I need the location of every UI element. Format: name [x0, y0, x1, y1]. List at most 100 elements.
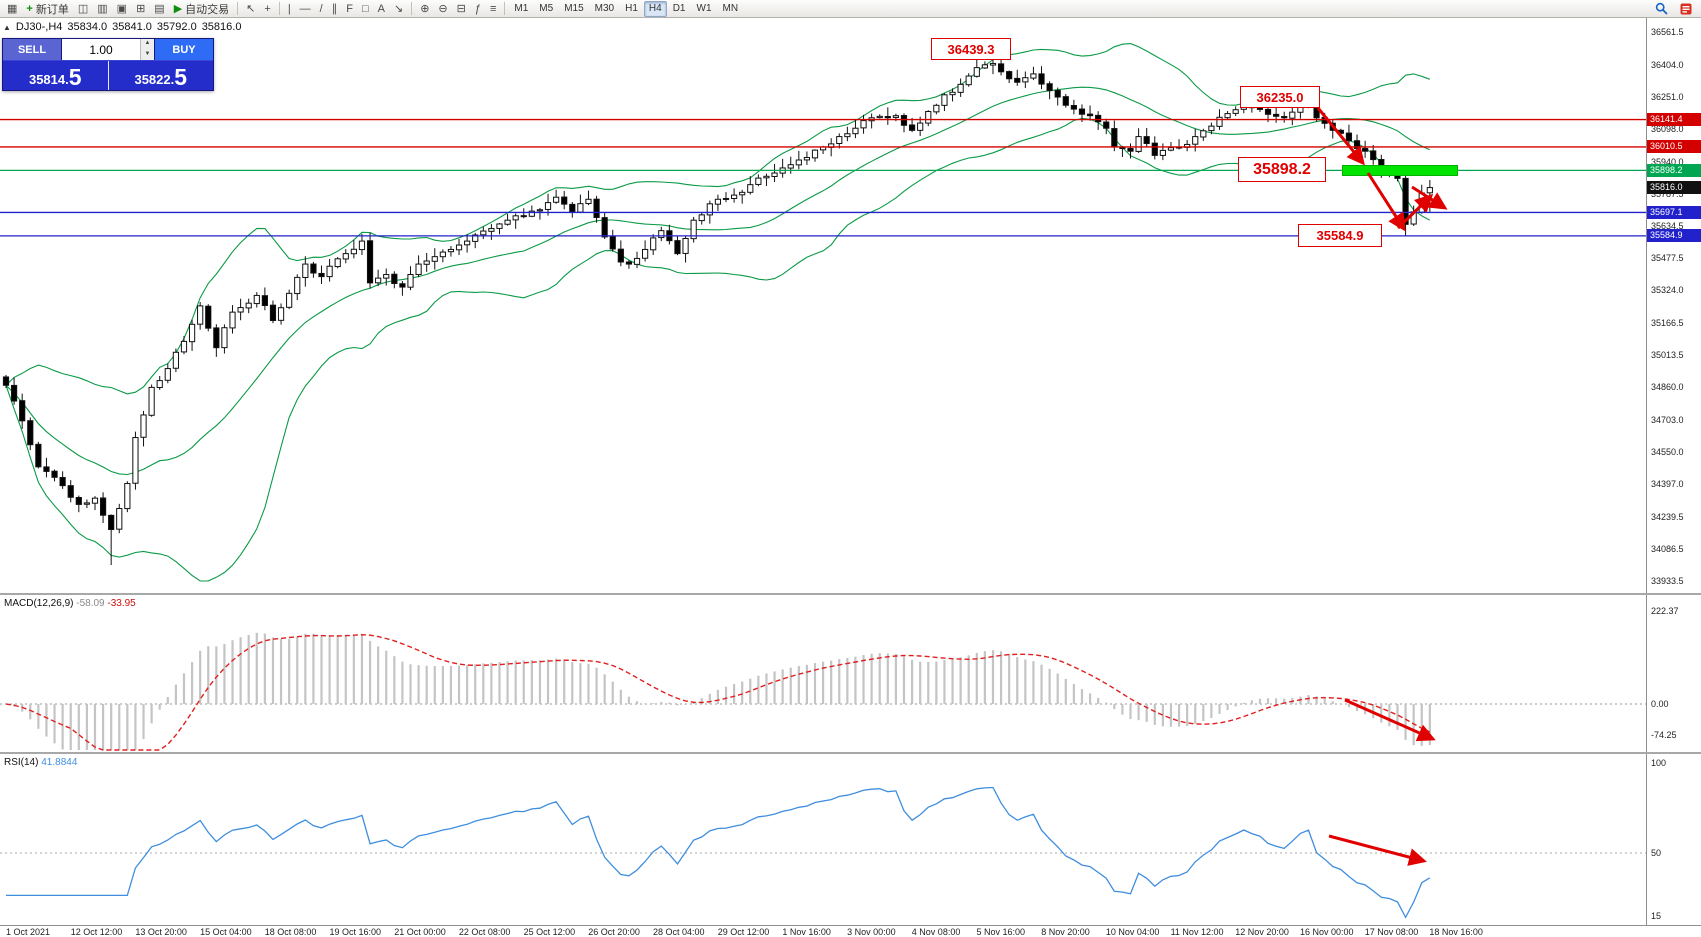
rsi-scale-label: 50: [1651, 848, 1662, 858]
data-window-icon[interactable]: ▣: [113, 1, 131, 17]
channel-icon[interactable]: ∥: [328, 1, 342, 17]
crosshair-icon[interactable]: +: [260, 1, 274, 17]
volume-input[interactable]: [62, 39, 140, 60]
market-watch-icon: ▥: [97, 2, 108, 15]
volume-up-icon[interactable]: ▲: [141, 39, 154, 50]
bollinger-upper-band: [5, 43, 1430, 395]
new-order-plus-icon: +: [26, 2, 33, 15]
timeframe-button-m15[interactable]: M15: [564, 2, 584, 14]
price-annotation-36439-3[interactable]: 36439.3: [931, 38, 1011, 60]
charts-dropdown-icon: ▦: [7, 2, 18, 15]
zoom-out-icon[interactable]: ⊖: [434, 1, 451, 17]
macd-signal-value: -33.95: [107, 598, 136, 609]
highlight-rectangle[interactable]: [1342, 164, 1458, 176]
price-annotation-35898-2[interactable]: 35898.2: [1238, 157, 1326, 182]
macd-name: MACD(12,26,9): [4, 598, 74, 609]
rsi-value: 41.8844: [41, 757, 78, 768]
horizontal-line-icon[interactable]: —: [296, 1, 315, 17]
one-click-collapse-icon[interactable]: ▲: [3, 22, 11, 32]
time-axis-label: 1 Oct 2021: [6, 927, 51, 937]
terminal-icon[interactable]: ▤: [150, 1, 168, 17]
charts-dropdown-icon[interactable]: ▦: [3, 1, 21, 17]
timeframe-button-w1[interactable]: W1: [696, 2, 712, 14]
macd-label: MACD(12,26,9) -58.09 -33.95: [4, 598, 136, 609]
time-axis[interactable]: 1 Oct 2021 12 Oct 12:00 13 Oct 20:00 15 Oct…: [0, 925, 1701, 937]
ohlc-open: 35834.0: [67, 21, 108, 33]
rsi-panel-divider[interactable]: [0, 752, 1701, 754]
tile-windows-icon: ⊟: [456, 2, 466, 15]
new-order-button[interactable]: + 新订单: [22, 1, 72, 17]
time-axis-label: 8 Nov 20:00: [1041, 927, 1090, 937]
one-click-trading-panel: SELL ▲ ▼ BUY 35814. 5 35822. 5: [2, 38, 214, 91]
time-axis-label: 12 Nov 20:00: [1235, 927, 1289, 937]
autotrading-button[interactable]: ▶ 自动交易: [170, 1, 233, 17]
macd-scale-label: -74.25: [1651, 730, 1677, 741]
macd-panel-divider[interactable]: [0, 593, 1701, 595]
arrow-object-icon[interactable]: ↘: [390, 1, 407, 17]
rsi-line: [6, 786, 1431, 919]
time-axis-label: 26 Oct 20:00: [588, 927, 640, 937]
macd-histogram: [12, 632, 1431, 750]
price-scale-label: 34086.5: [1651, 544, 1684, 555]
timeframe-button-m1[interactable]: M1: [514, 2, 529, 14]
shapes-icon[interactable]: □: [358, 1, 373, 17]
ohlc-low: 35792.0: [156, 21, 197, 33]
sell-price[interactable]: 35814. 5: [3, 61, 108, 90]
buy-price[interactable]: 35822. 5: [109, 61, 214, 90]
sell-button[interactable]: SELL: [3, 39, 61, 60]
macd-scale-label: 222.37: [1651, 605, 1679, 616]
buy-price-big-digit: 5: [174, 64, 188, 90]
ohlc-high: 35841.0: [112, 21, 152, 33]
price-annotation-36235-0[interactable]: 36235.0: [1240, 86, 1320, 108]
timeframe-button-d1[interactable]: D1: [672, 2, 686, 14]
timeframe-button-m5[interactable]: M5: [539, 2, 554, 14]
autotrading-label: 自动交易: [185, 3, 230, 16]
time-axis-label: 12 Oct 12:00: [70, 927, 123, 937]
price-axis-separator: [1646, 18, 1647, 925]
buy-button[interactable]: BUY: [155, 39, 213, 60]
navigator-icon[interactable]: ⊞: [132, 1, 149, 17]
fibonacci-icon[interactable]: F: [342, 1, 357, 17]
macd-value: -58.09: [76, 598, 105, 609]
time-axis-label: 10 Nov 04:00: [1105, 927, 1160, 937]
time-axis-label: 16 Nov 00:00: [1300, 927, 1354, 937]
cursor-icon[interactable]: ↖: [242, 1, 259, 17]
shapes-icon: □: [361, 2, 369, 15]
time-axis-label: 3 Nov 00:00: [847, 927, 896, 937]
bollinger-lower-band: [5, 117, 1431, 582]
time-axis-label: 13 Oct 20:00: [135, 927, 187, 937]
search-icon[interactable]: [1651, 1, 1672, 17]
price-scale-label: 35013.5: [1651, 350, 1684, 361]
market-watch-icon[interactable]: ▥: [93, 1, 111, 17]
objects-list-icon[interactable]: ≡: [486, 1, 500, 17]
text-tool-icon: A: [377, 2, 385, 15]
text-tool-icon[interactable]: A: [374, 1, 389, 17]
timeframe-button-mn[interactable]: MN: [722, 2, 739, 14]
sell-price-big-digit: 5: [68, 64, 82, 90]
trendline-icon[interactable]: /: [316, 1, 327, 17]
indicators-icon[interactable]: ƒ: [471, 1, 485, 17]
timeframe-button-h4[interactable]: H4: [643, 0, 667, 17]
navigator-icon: ⊞: [136, 2, 146, 15]
bollinger-bands: [5, 43, 1431, 582]
volume-down-icon[interactable]: ▼: [141, 49, 154, 60]
vertical-line-icon[interactable]: |: [284, 1, 295, 17]
symbol-period: DJ30-,H4: [15, 21, 63, 33]
trendline-icon: /: [319, 2, 323, 15]
buy-price-main: 35822.: [134, 72, 175, 87]
timeframe-button-h1[interactable]: H1: [625, 2, 638, 14]
channel-icon: ∥: [331, 2, 338, 15]
price-annotation-35584-9[interactable]: 35584.9: [1298, 224, 1382, 247]
price-scale-label: 36404.0: [1651, 59, 1684, 70]
zoom-in-icon[interactable]: ⊕: [416, 1, 433, 17]
profiles-icon[interactable]: ◫: [74, 1, 92, 17]
tile-windows-icon[interactable]: ⊟: [453, 1, 470, 17]
macd-signal-line: [5, 633, 1431, 751]
data-window-icon: ▣: [116, 2, 128, 15]
rsi-name: RSI(14): [4, 757, 39, 768]
zoom-in-icon: ⊕: [420, 2, 430, 15]
news-icon[interactable]: [1676, 1, 1696, 17]
timeframe-button-m30[interactable]: M30: [594, 2, 615, 14]
time-axis-label: 1 Nov 16:00: [782, 927, 831, 937]
